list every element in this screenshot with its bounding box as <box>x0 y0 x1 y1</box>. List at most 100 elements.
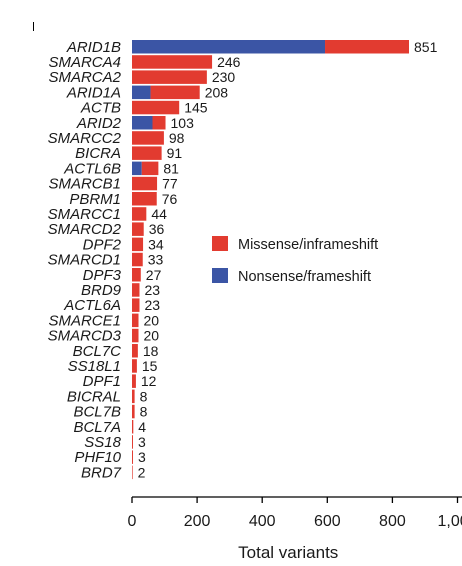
panel-mark <box>33 22 34 31</box>
bar-segment <box>132 435 133 449</box>
category-label: ARID1B <box>66 39 121 56</box>
bar-segment <box>132 465 133 480</box>
bar-segment <box>132 344 138 358</box>
total-value-label: 8 <box>140 404 148 420</box>
total-value-label: 44 <box>151 206 167 222</box>
bar-segment <box>132 328 139 343</box>
x-axis-title: Total variants <box>238 543 338 562</box>
total-value-label: 4 <box>138 419 146 435</box>
total-value-label: 12 <box>141 373 157 389</box>
bar-segment <box>325 40 410 54</box>
category-label: PHF10 <box>74 449 121 466</box>
category-label: BCL7A <box>73 419 121 436</box>
category-label: BCL7B <box>73 404 121 421</box>
x-tick-label: 0 <box>128 513 137 530</box>
legend-label: Missense/inframeshift <box>238 237 378 253</box>
category-label: DPF1 <box>83 373 121 390</box>
total-value-label: 103 <box>171 115 195 131</box>
bar-segment <box>132 161 142 176</box>
bar-segment <box>132 85 151 100</box>
category-label: DPF2 <box>83 236 122 253</box>
category-label: BCL7C <box>73 343 122 360</box>
bar-segment <box>132 268 141 282</box>
category-label: SMARCB1 <box>48 176 121 193</box>
bar-segment <box>132 374 136 388</box>
total-value-label: 81 <box>163 160 179 176</box>
total-value-label: 145 <box>184 100 208 116</box>
category-label: PBRM1 <box>69 191 121 208</box>
bar-segment <box>132 389 135 404</box>
bar-segment <box>132 116 153 130</box>
category-label: SS18 <box>84 434 121 451</box>
category-label: BRD7 <box>81 464 122 481</box>
total-value-label: 3 <box>138 449 146 465</box>
category-label: ARID2 <box>76 115 122 132</box>
total-value-label: 3 <box>138 434 146 450</box>
bar-segment <box>132 313 139 328</box>
total-value-label: 18 <box>143 343 159 359</box>
bar-segment <box>132 192 157 206</box>
category-label: SMARCD3 <box>48 328 122 345</box>
bar-segment <box>132 404 135 419</box>
total-value-label: 20 <box>144 328 160 344</box>
legend-swatch <box>212 236 228 251</box>
bar-segment <box>132 252 143 267</box>
category-label: BICRA <box>75 145 121 162</box>
total-value-label: 851 <box>414 39 438 55</box>
category-label: SMARCD2 <box>48 221 122 238</box>
bar-segment <box>132 420 134 434</box>
bar-segment <box>132 359 137 373</box>
total-value-label: 33 <box>148 252 164 268</box>
bar-segment <box>132 298 140 312</box>
total-value-label: 34 <box>148 236 164 252</box>
x-tick-label: 1,000 <box>437 513 462 530</box>
bar-segment <box>132 100 180 115</box>
legend-swatch <box>212 268 228 283</box>
bar-segment <box>150 85 200 100</box>
category-label: ARID1A <box>66 84 121 101</box>
bar-segment <box>132 207 147 221</box>
bar-segment <box>132 222 144 236</box>
bar-segment <box>132 237 144 252</box>
category-label: ACTL6B <box>63 160 121 177</box>
total-value-label: 20 <box>144 312 160 328</box>
x-tick-label: 200 <box>184 513 211 530</box>
bar-segment <box>132 283 140 297</box>
category-label: BRD9 <box>81 282 122 299</box>
bar-segment <box>132 450 133 464</box>
category-label: SMARCA2 <box>48 69 121 86</box>
total-value-label: 91 <box>167 145 183 161</box>
category-label: DPF3 <box>83 267 122 284</box>
total-value-label: 36 <box>149 221 165 237</box>
category-label: ACTL6A <box>63 297 121 314</box>
total-value-label: 8 <box>140 388 148 404</box>
total-value-label: 23 <box>144 297 160 313</box>
x-tick-label: 400 <box>249 513 276 530</box>
bar-segment <box>152 116 166 130</box>
category-label: SMARCA4 <box>48 54 121 71</box>
bar-segment <box>132 146 162 160</box>
legend-label: Nonsense/frameshift <box>238 269 371 285</box>
total-value-label: 2 <box>138 464 146 480</box>
total-value-label: 76 <box>162 191 178 207</box>
category-label: SMARCC2 <box>48 130 122 147</box>
category-label: BICRAL <box>67 388 121 405</box>
bar-segment <box>132 176 158 191</box>
category-label: ACTB <box>80 100 121 117</box>
total-value-label: 27 <box>146 267 162 283</box>
total-value-label: 98 <box>169 130 185 146</box>
total-value-label: 23 <box>144 282 160 298</box>
bar-segment <box>132 131 164 145</box>
total-value-label: 230 <box>212 69 236 85</box>
total-value-label: 246 <box>217 54 241 70</box>
x-tick-label: 600 <box>314 513 341 530</box>
bar-segment <box>132 70 207 84</box>
bar-segment <box>141 161 159 176</box>
x-tick-label: 800 <box>379 513 406 530</box>
category-label: SMARCE1 <box>48 312 121 329</box>
category-label: SMARCC1 <box>48 206 121 223</box>
total-value-label: 15 <box>142 358 158 374</box>
category-label: SMARCD1 <box>48 252 121 269</box>
bar-segment <box>132 40 326 54</box>
